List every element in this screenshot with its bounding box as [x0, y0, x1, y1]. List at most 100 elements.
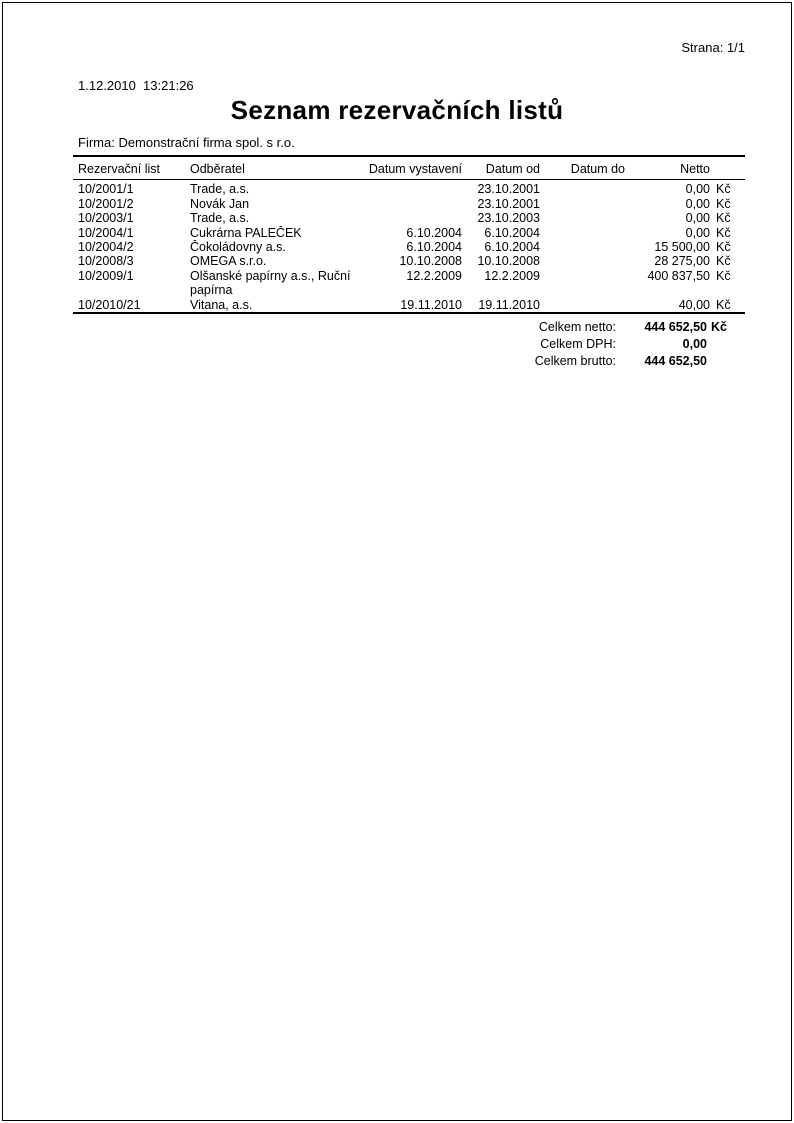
cell-netto: 400 837,50 [647, 268, 710, 283]
reservation-table-wrap: Rezervační list Odběratel Datum vystaven… [73, 155, 745, 315]
cell-pad [733, 226, 745, 240]
col-header-reservation-list: Rezervační list [78, 162, 160, 176]
cell-date-to [540, 180, 625, 197]
table-header-row: Rezervační list Odběratel Datum vystaven… [73, 156, 745, 180]
table-body: 10/2001/1 Trade, a.s. 23.10.2001 0,00 Kč… [73, 180, 745, 313]
cell-currency: Kč [716, 240, 731, 255]
cell-customer: OMEGA s.r.o. [190, 254, 267, 269]
col-header-date-from: Datum od [485, 162, 540, 176]
total-netto-value: 444 652,50 [644, 320, 707, 334]
total-brutto-value: 444 652,50 [644, 354, 707, 369]
cell-reservation-id: 10/2001/1 [78, 182, 134, 197]
total-dph-currency [707, 336, 733, 353]
cell-customer: Cukrárna PALEČEK [190, 225, 302, 240]
cell-reservation-id: 10/2003/1 [78, 211, 134, 226]
cell-netto: 40,00 [678, 297, 710, 312]
cell-date-from: 23.10.2001 [477, 196, 540, 211]
total-dph-row: Celkem DPH: 0,00 [535, 336, 733, 353]
totals-summary: Celkem netto: 444 652,50 Kč Celkem DPH: … [535, 319, 733, 371]
cell-date-issued: 6.10.2004 [406, 240, 462, 255]
cell-pad [733, 197, 745, 211]
report-meta: 1.12.2010 13:21:26 Firma: Demonstrační f… [78, 38, 295, 190]
cell-customer: Olšanské papírny a.s., Ruční papírna [190, 268, 351, 298]
cell-date-from: 23.10.2001 [477, 182, 540, 197]
cell-date-to [540, 211, 625, 225]
table-row: 10/2009/1 Olšanské papírny a.s., Ruční p… [73, 269, 745, 298]
table-row: 10/2001/2 Novák Jan 23.10.2001 0,00 Kč [73, 197, 745, 211]
cell-reservation-id: 10/2008/3 [78, 254, 134, 269]
cell-date-to [540, 298, 625, 313]
col-header-pad [733, 156, 745, 180]
cell-netto: 0,00 [685, 211, 710, 226]
col-header-customer: Odběratel [190, 162, 245, 176]
cell-date-to [540, 269, 625, 298]
reservation-table: Rezervační list Odběratel Datum vystaven… [73, 155, 745, 315]
col-header-netto: Netto [680, 162, 710, 176]
cell-pad [733, 298, 745, 313]
cell-date-from: 12.2.2009 [484, 268, 540, 283]
cell-netto: 0,00 [685, 225, 710, 240]
cell-pad [733, 254, 745, 268]
cell-pad [733, 211, 745, 225]
total-netto-currency: Kč [711, 320, 727, 334]
cell-date-issued: 6.10.2004 [406, 225, 462, 240]
table-row: 10/2004/2 Čokoládovny a.s. 6.10.2004 6.1… [73, 240, 745, 254]
table-row: 10/2008/3 OMEGA s.r.o. 10.10.2008 10.10.… [73, 254, 745, 268]
cell-date-to [540, 240, 625, 254]
table-row: 10/2010/21 Vitana, a.s. 19.11.2010 19.11… [73, 298, 745, 313]
company-line: Firma: Demonstrační firma spol. s r.o. [78, 135, 295, 150]
cell-date-issued: 12.2.2009 [406, 268, 462, 283]
cell-currency: Kč [716, 254, 731, 269]
cell-date-issued [362, 211, 462, 225]
total-brutto-label: Celkem brutto: [534, 354, 616, 369]
table-row: 10/2003/1 Trade, a.s. 23.10.2003 0,00 Kč [73, 211, 745, 225]
cell-date-issued: 10.10.2008 [399, 254, 462, 269]
cell-date-from: 19.11.2010 [478, 297, 540, 312]
cell-pad [733, 269, 745, 298]
cell-date-from: 23.10.2003 [477, 211, 540, 226]
col-header-date-issued: Datum vystavení [368, 162, 462, 176]
table-row: 10/2001/1 Trade, a.s. 23.10.2001 0,00 Kč [73, 180, 745, 197]
cell-currency: Kč [716, 196, 731, 211]
cell-currency: Kč [716, 182, 731, 197]
cell-customer: Čokoládovny a.s. [190, 240, 286, 255]
cell-date-issued [362, 180, 462, 197]
cell-customer: Novák Jan [190, 196, 250, 211]
total-brutto-row: Celkem brutto: 444 652,50 [535, 353, 733, 370]
cell-reservation-id: 10/2004/1 [78, 225, 134, 240]
cell-reservation-id: 10/2010/21 [78, 297, 141, 312]
cell-netto: 28 275,00 [654, 254, 710, 269]
total-dph-label: Celkem DPH: [540, 337, 616, 352]
total-netto-label: Celkem netto: [538, 320, 616, 334]
cell-customer: Trade, a.s. [190, 211, 250, 226]
cell-date-issued [362, 197, 462, 211]
table-header: Rezervační list Odběratel Datum vystaven… [73, 156, 745, 180]
col-header-date-to: Datum do [570, 162, 625, 176]
total-netto-row: Celkem netto: 444 652,50 Kč [535, 319, 733, 336]
cell-netto: 0,00 [685, 196, 710, 211]
cell-netto: 0,00 [685, 182, 710, 197]
print-datetime: 1.12.2010 13:21:26 [78, 78, 194, 93]
cell-date-to [540, 197, 625, 211]
report-title: Seznam rezervačních listů [230, 95, 564, 125]
cell-date-from: 6.10.2004 [484, 240, 540, 255]
cell-customer: Vitana, a.s. [190, 297, 253, 312]
total-dph-value: 0,00 [682, 337, 707, 352]
cell-currency: Kč [716, 297, 731, 312]
cell-date-to [540, 254, 625, 268]
cell-pad [733, 180, 745, 197]
cell-pad [733, 240, 745, 254]
cell-date-to [540, 226, 625, 240]
cell-date-from: 10.10.2008 [477, 254, 540, 269]
cell-netto: 15 500,00 [654, 240, 710, 255]
cell-customer: Trade, a.s. [190, 182, 250, 197]
cell-date-from: 6.10.2004 [484, 225, 540, 240]
cell-currency: Kč [716, 211, 731, 226]
cell-date-issued: 19.11.2010 [400, 297, 462, 312]
col-header-currency [710, 156, 733, 180]
cell-reservation-id: 10/2009/1 [78, 268, 134, 283]
cell-reservation-id: 10/2001/2 [78, 196, 134, 211]
cell-reservation-id: 10/2004/2 [78, 240, 134, 255]
cell-currency: Kč [716, 268, 731, 283]
